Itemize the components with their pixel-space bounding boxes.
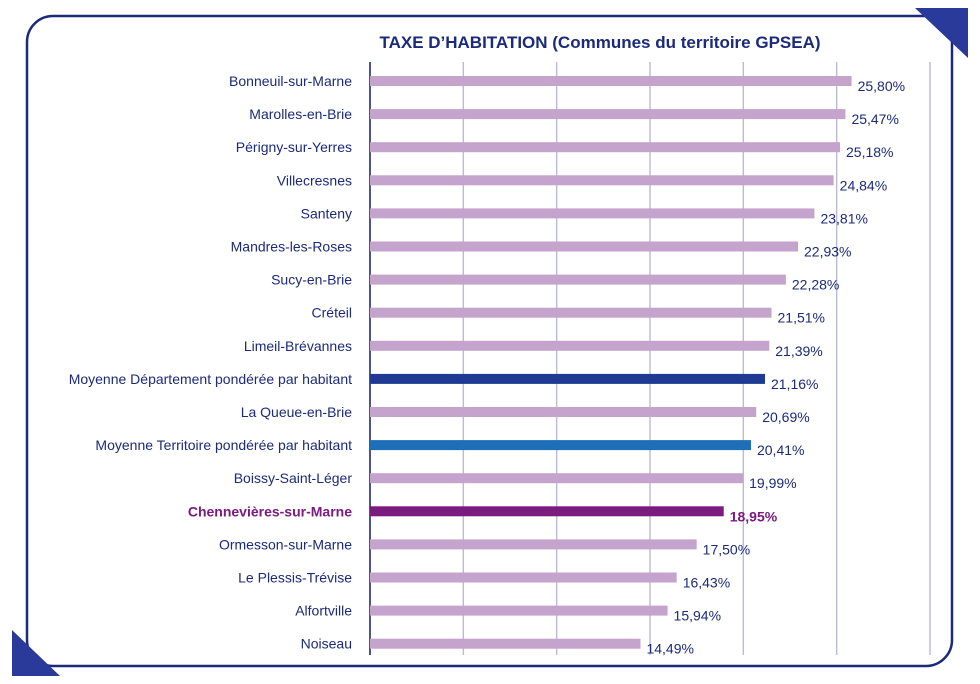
bar-7 xyxy=(370,274,786,285)
value-label: 17,50% xyxy=(703,541,750,557)
category-label: Moyenne Territoire pondérée par habitant xyxy=(95,437,352,453)
category-label: Limeil-Brévannes xyxy=(244,338,352,354)
value-labels: 25,80% 25,47% 25,18% 24,84% 23,81% 22,93% 22,2… xyxy=(646,78,905,657)
corner-triangle-bottom-left xyxy=(12,630,60,676)
bar-8 xyxy=(370,307,772,318)
bar-17 xyxy=(370,605,668,616)
value-label: 21,16% xyxy=(771,376,818,392)
value-label: 18,95% xyxy=(730,508,778,524)
value-label: 23,81% xyxy=(820,210,867,226)
frame-border xyxy=(25,14,954,668)
bar-15 xyxy=(370,539,697,550)
bar-18 xyxy=(370,638,641,649)
value-label: 24,84% xyxy=(840,177,887,193)
bar-9 xyxy=(370,340,770,351)
value-label: 20,41% xyxy=(757,442,804,458)
grid-layer xyxy=(369,62,931,655)
value-label: 20,69% xyxy=(762,409,809,425)
category-label: La Queue-en-Brie xyxy=(241,404,353,420)
value-label: 22,93% xyxy=(804,244,851,260)
value-label: 25,80% xyxy=(858,78,905,94)
category-labels: Bonneuil-sur-Marne Marolles-en-Brie Pérign… xyxy=(69,73,353,652)
value-label: 21,39% xyxy=(775,343,822,359)
bar-3 xyxy=(370,142,841,153)
category-label: Noiseau xyxy=(301,636,352,652)
category-label: Ormesson-sur-Marne xyxy=(219,536,352,552)
category-label: Créteil xyxy=(312,305,352,321)
category-label: Marolles-en-Brie xyxy=(249,106,352,122)
bar-5 xyxy=(370,208,815,219)
value-label: 19,99% xyxy=(749,475,796,491)
value-label: 21,51% xyxy=(778,310,825,326)
bar-2 xyxy=(370,109,846,120)
value-label: 25,18% xyxy=(846,144,893,160)
chart-title: TAXE D’HABITATION (Communes du territoir… xyxy=(379,33,820,52)
bar-14 xyxy=(370,506,724,517)
category-label: Sucy-en-Brie xyxy=(271,272,352,288)
category-label: Bonneuil-sur-Marne xyxy=(229,73,352,89)
value-label: 25,47% xyxy=(851,111,898,127)
bars-layer xyxy=(370,76,852,649)
value-label: 15,94% xyxy=(674,608,721,624)
bar-16 xyxy=(370,572,677,583)
category-label: Périgny-sur-Yerres xyxy=(236,139,352,155)
category-label: Villecresnes xyxy=(277,172,352,188)
category-label: Boissy-Saint-Léger xyxy=(234,470,353,486)
bar-11 xyxy=(370,407,757,417)
bar-12 xyxy=(370,440,751,451)
category-label: Santeny xyxy=(301,205,352,221)
corner-triangle-top-right xyxy=(915,8,968,58)
value-label: 22,28% xyxy=(792,277,839,293)
value-label: 14,49% xyxy=(646,641,693,657)
bar-4 xyxy=(370,175,834,186)
bar-13 xyxy=(370,473,744,484)
category-label: Le Plessis-Trévise xyxy=(238,570,352,586)
category-label: Moyenne Département pondérée par habitan… xyxy=(69,371,352,387)
category-label: Alfortville xyxy=(295,603,352,619)
bar-6 xyxy=(370,241,799,252)
bar-1 xyxy=(370,76,852,86)
value-label: 16,43% xyxy=(683,575,730,591)
category-label: Mandres-les-Roses xyxy=(231,239,352,255)
category-label: Chennevières-sur-Marne xyxy=(188,503,352,519)
bar-10 xyxy=(370,373,765,384)
